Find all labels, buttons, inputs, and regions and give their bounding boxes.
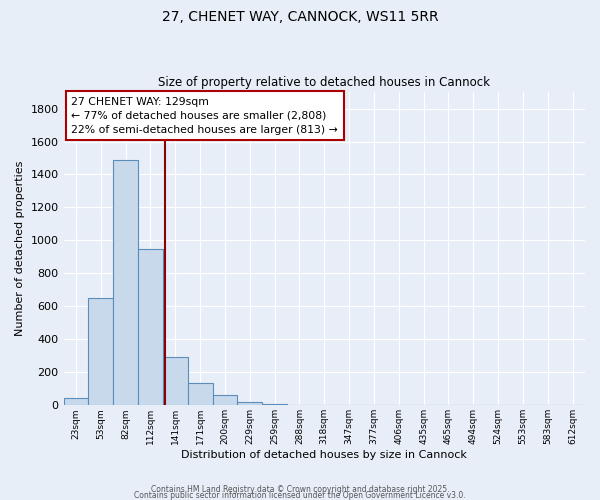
X-axis label: Distribution of detached houses by size in Cannock: Distribution of detached houses by size … (181, 450, 467, 460)
Bar (64, 398, 88, 406)
Bar (163, 356, 188, 406)
Title: Size of property relative to detached houses in Cannock: Size of property relative to detached ho… (158, 76, 490, 90)
Bar (212, 394, 238, 406)
Bar (113, 160, 138, 406)
Text: 27 CHENET WAY: 129sqm
← 77% of detached houses are smaller (2,808)
22% of semi-d: 27 CHENET WAY: 129sqm ← 77% of detached … (71, 97, 338, 135)
Bar (188, 383, 212, 406)
Bar (138, 248, 163, 406)
Y-axis label: Number of detached properties: Number of detached properties (15, 161, 25, 336)
Bar (238, 402, 262, 406)
Bar (88, 298, 113, 406)
Text: Contains public sector information licensed under the Open Government Licence v3: Contains public sector information licen… (134, 491, 466, 500)
Bar (262, 404, 287, 406)
Text: 27, CHENET WAY, CANNOCK, WS11 5RR: 27, CHENET WAY, CANNOCK, WS11 5RR (161, 10, 439, 24)
Text: Contains HM Land Registry data © Crown copyright and database right 2025.: Contains HM Land Registry data © Crown c… (151, 485, 449, 494)
